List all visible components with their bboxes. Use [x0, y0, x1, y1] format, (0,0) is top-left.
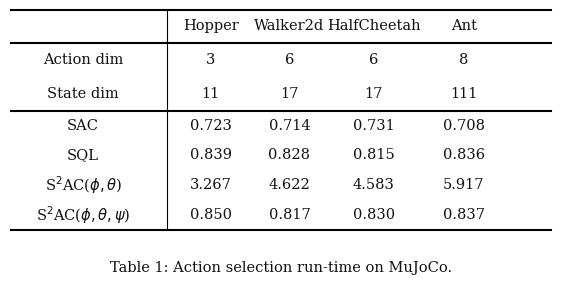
Text: 0.850: 0.850: [190, 208, 232, 222]
Text: 0.708: 0.708: [443, 119, 484, 133]
Text: 111: 111: [450, 87, 477, 101]
Text: 0.714: 0.714: [269, 119, 310, 133]
Text: 17: 17: [365, 87, 383, 101]
Text: 0.731: 0.731: [353, 119, 395, 133]
Text: S$^2$AC($\phi, \theta$): S$^2$AC($\phi, \theta$): [44, 174, 122, 196]
Text: 6: 6: [285, 53, 294, 67]
Text: Ant: Ant: [451, 19, 477, 33]
Text: 11: 11: [202, 87, 220, 101]
Text: 0.839: 0.839: [190, 149, 232, 162]
Text: HalfCheetah: HalfCheetah: [327, 19, 420, 33]
Text: 0.815: 0.815: [353, 149, 395, 162]
Text: 6: 6: [369, 53, 378, 67]
Text: 0.837: 0.837: [443, 208, 484, 222]
Text: 0.828: 0.828: [269, 149, 310, 162]
Text: S$^2$AC($\phi, \theta, \psi$): S$^2$AC($\phi, \theta, \psi$): [36, 204, 130, 226]
Text: 4.622: 4.622: [269, 178, 310, 192]
Text: 4.583: 4.583: [353, 178, 395, 192]
Text: Walker2d: Walker2d: [254, 19, 325, 33]
Text: State dim: State dim: [47, 87, 119, 101]
Text: 3: 3: [206, 53, 215, 67]
Text: 0.723: 0.723: [190, 119, 232, 133]
Text: 0.817: 0.817: [269, 208, 310, 222]
Text: Action dim: Action dim: [43, 53, 124, 67]
Text: SQL: SQL: [67, 149, 99, 162]
Text: SAC: SAC: [67, 119, 99, 133]
Text: 5.917: 5.917: [443, 178, 484, 192]
Text: 0.830: 0.830: [353, 208, 395, 222]
Text: 0.836: 0.836: [443, 149, 484, 162]
Text: Table 1: Action selection run-time on MuJoCo.: Table 1: Action selection run-time on Mu…: [110, 261, 452, 275]
Text: 3.267: 3.267: [190, 178, 232, 192]
Text: Hopper: Hopper: [183, 19, 239, 33]
Text: 8: 8: [459, 53, 468, 67]
Text: 17: 17: [280, 87, 298, 101]
